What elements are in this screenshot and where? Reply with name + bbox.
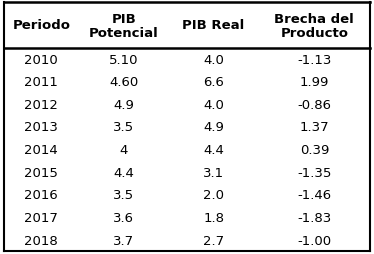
- Text: 2014: 2014: [24, 144, 58, 156]
- Text: 2015: 2015: [24, 166, 58, 179]
- Text: 4.4: 4.4: [113, 166, 134, 179]
- Text: 6.6: 6.6: [203, 76, 224, 89]
- Text: Potencial: Potencial: [89, 27, 159, 40]
- Text: 1.8: 1.8: [203, 211, 224, 224]
- Text: -1.13: -1.13: [297, 53, 332, 66]
- Text: 3.7: 3.7: [113, 234, 134, 247]
- Text: 5.10: 5.10: [109, 53, 138, 66]
- Text: 2.7: 2.7: [203, 234, 224, 247]
- Text: 0.39: 0.39: [300, 144, 329, 156]
- Text: 4.60: 4.60: [109, 76, 138, 89]
- Text: 2017: 2017: [24, 211, 58, 224]
- Text: 3.1: 3.1: [203, 166, 224, 179]
- Text: 3.5: 3.5: [113, 121, 134, 134]
- Text: 2013: 2013: [24, 121, 58, 134]
- Text: -1.00: -1.00: [297, 234, 331, 247]
- Text: 4: 4: [120, 144, 128, 156]
- Text: PIB Real: PIB Real: [183, 19, 245, 32]
- Text: 1.37: 1.37: [300, 121, 329, 134]
- Text: -1.46: -1.46: [297, 189, 331, 202]
- Text: 2011: 2011: [24, 76, 58, 89]
- Text: -1.35: -1.35: [297, 166, 332, 179]
- Text: 2.0: 2.0: [203, 189, 224, 202]
- Text: 2012: 2012: [24, 99, 58, 112]
- Text: Periodo: Periodo: [12, 19, 70, 32]
- Text: 4.9: 4.9: [203, 121, 224, 134]
- Text: 3.5: 3.5: [113, 189, 134, 202]
- Text: 4.0: 4.0: [203, 99, 224, 112]
- Text: 4.0: 4.0: [203, 53, 224, 66]
- Text: -1.83: -1.83: [297, 211, 331, 224]
- Text: Producto: Producto: [280, 27, 348, 40]
- Text: 2016: 2016: [24, 189, 58, 202]
- Text: 3.6: 3.6: [113, 211, 134, 224]
- Text: 2010: 2010: [24, 53, 58, 66]
- Text: 2018: 2018: [24, 234, 58, 247]
- Text: 4.4: 4.4: [203, 144, 224, 156]
- Text: PIB: PIB: [111, 13, 136, 26]
- Text: Brecha del: Brecha del: [275, 13, 354, 26]
- Text: 1.99: 1.99: [300, 76, 329, 89]
- Text: -0.86: -0.86: [297, 99, 331, 112]
- Text: 4.9: 4.9: [113, 99, 134, 112]
